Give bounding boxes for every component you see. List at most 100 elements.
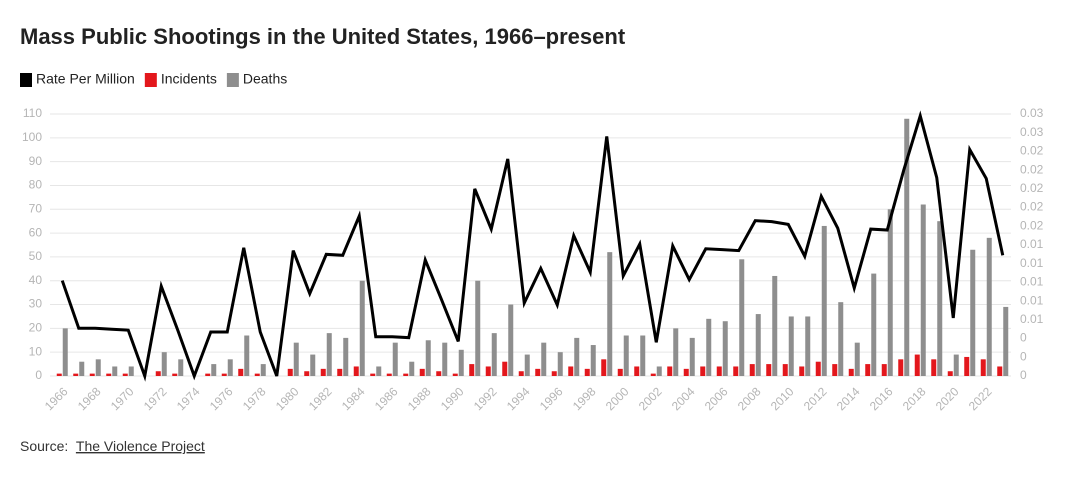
x-tick-label: 2020 (933, 384, 962, 413)
bar (650, 373, 656, 376)
y2-tick-label: 0 (1020, 349, 1027, 363)
legend-label: Rate Per Million (36, 71, 135, 87)
x-tick-label: 1996 (537, 384, 566, 413)
bar (112, 366, 118, 376)
bar (772, 275, 778, 376)
bar (947, 371, 953, 376)
y2-tick-label: 0.02 (1020, 162, 1044, 176)
bar (766, 364, 772, 376)
y2-tick-label: 0.01 (1020, 312, 1044, 326)
bar (293, 342, 299, 376)
chart-title: Mass Public Shootings in the United Stat… (20, 24, 626, 49)
bar (557, 352, 563, 376)
bar (436, 371, 442, 376)
bar (458, 349, 464, 376)
bar (359, 280, 365, 376)
x-tick-label: 2004 (669, 384, 698, 413)
bar (782, 364, 788, 376)
y-tick-label: 110 (23, 106, 42, 120)
bar (227, 359, 233, 376)
bar (706, 318, 712, 376)
x-tick-label: 1988 (405, 384, 434, 413)
bar (568, 366, 574, 376)
y2-tick-label: 0.02 (1020, 200, 1044, 214)
x-tick-label: 2022 (966, 384, 995, 413)
x-tick-label: 1974 (174, 384, 203, 413)
bar (62, 328, 68, 376)
y2-tick-label: 0.01 (1020, 256, 1044, 270)
bar (986, 237, 992, 376)
bar (425, 340, 431, 376)
bar (953, 354, 959, 376)
bar (617, 368, 623, 376)
bar (673, 328, 679, 376)
y2-tick-label: 0.01 (1020, 275, 1044, 289)
bar (755, 314, 761, 376)
bar (326, 333, 332, 376)
bar (607, 252, 613, 376)
bar (260, 364, 266, 376)
bar (749, 364, 755, 376)
bar (937, 221, 943, 376)
bar (518, 371, 524, 376)
bar (524, 354, 530, 376)
y2-tick-label: 0.02 (1020, 218, 1044, 232)
bar (914, 354, 920, 376)
bars (56, 118, 1009, 376)
bar (178, 359, 184, 376)
x-tick-label: 2000 (603, 384, 632, 413)
bar (541, 342, 547, 376)
legend-swatch (144, 73, 157, 87)
legend: Rate Per Million Incidents Deaths (20, 71, 287, 87)
x-tick-label: 1984 (339, 384, 368, 413)
y2-tick-label: 0.03 (1020, 125, 1044, 139)
bar (898, 359, 904, 376)
bar (805, 316, 811, 376)
bar (716, 366, 722, 376)
source-link[interactable]: The Violence Project (76, 438, 205, 454)
y-tick-label: 70 (29, 201, 43, 215)
bar (788, 316, 794, 376)
bar (73, 373, 79, 376)
bar (1003, 306, 1009, 376)
line (60, 110, 1005, 382)
bar (590, 345, 596, 376)
y2-tick-label: 0.02 (1020, 144, 1044, 158)
y-tick-label: 0 (35, 368, 42, 382)
bar (574, 337, 580, 376)
bar (419, 368, 425, 376)
y2-tick-label: 0 (1020, 368, 1027, 382)
y2-tick-label: 0.01 (1020, 293, 1044, 307)
y2-tick-label: 0.01 (1020, 237, 1044, 251)
bar (700, 366, 706, 376)
bar (392, 342, 398, 376)
x-tick-label: 2014 (834, 384, 863, 413)
y-tick-label: 80 (29, 178, 43, 192)
grid (50, 113, 1011, 377)
x-tick-label: 2018 (900, 384, 929, 413)
x-tick-label: 1998 (570, 384, 599, 413)
y2-tick-label: 0.03 (1020, 106, 1044, 120)
x-tick-label: 1972 (141, 384, 170, 413)
bar (854, 342, 860, 376)
bar (551, 371, 557, 376)
bar (980, 359, 986, 376)
legend-label: Incidents (161, 71, 217, 87)
bar (386, 373, 392, 376)
bar (287, 368, 293, 376)
bar (997, 366, 1003, 376)
bar (887, 209, 893, 376)
bar (155, 371, 161, 376)
bar (343, 337, 349, 376)
x-tick-label: 1968 (75, 384, 104, 413)
y-tick-label: 100 (22, 130, 42, 144)
bar (89, 373, 95, 376)
bar (337, 368, 343, 376)
bar (970, 249, 976, 376)
legend-swatch (226, 73, 239, 87)
lines (60, 110, 1005, 382)
bar (353, 366, 359, 376)
x-tick-label: 2002 (636, 384, 665, 413)
bar (904, 118, 910, 376)
x-tick-label: 2010 (768, 384, 797, 413)
